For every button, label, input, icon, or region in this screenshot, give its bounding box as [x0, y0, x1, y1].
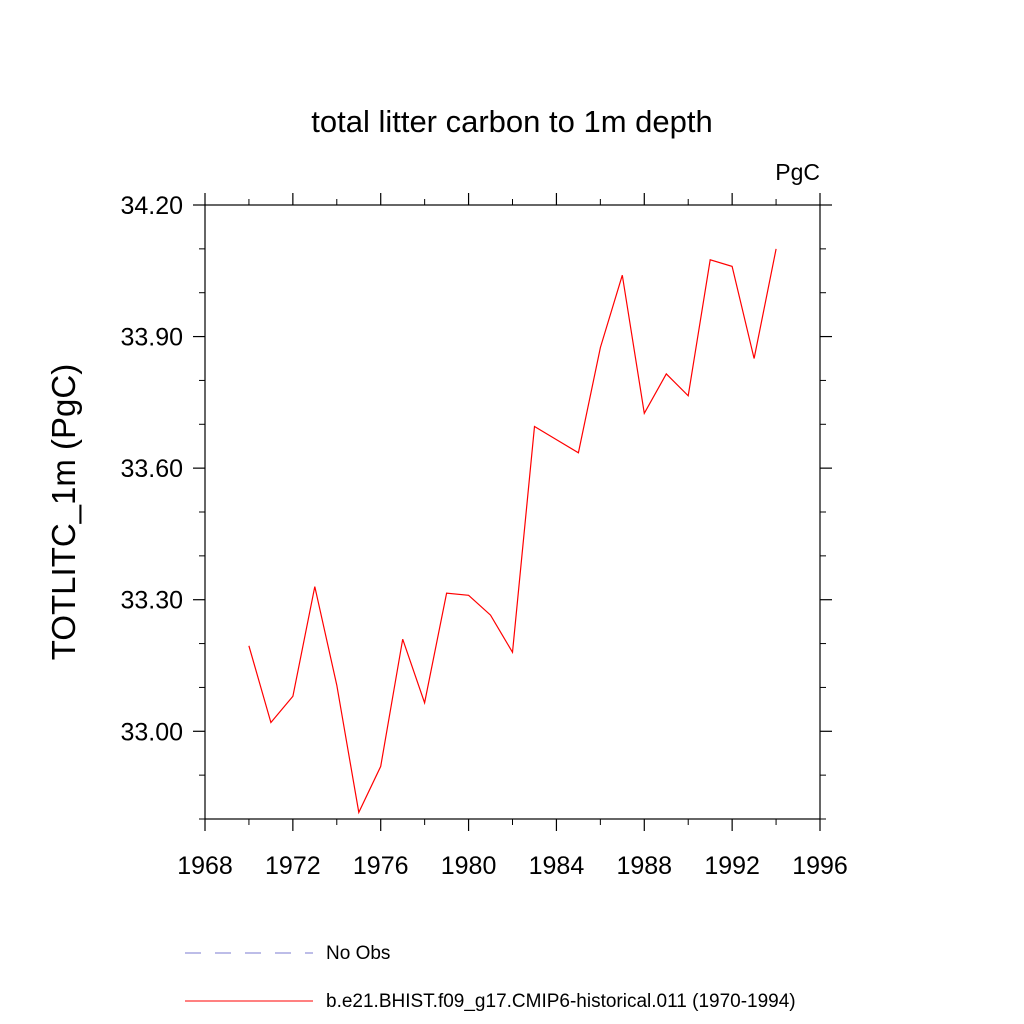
x-tick-label: 1988	[616, 852, 672, 880]
x-tick-label: 1984	[529, 852, 585, 880]
x-tick-label: 1972	[265, 852, 321, 880]
y-tick-label: 34.20	[120, 192, 183, 220]
x-tick-label: 1976	[353, 852, 409, 880]
x-tick-label: 1968	[177, 852, 233, 880]
x-tick-label: 1996	[792, 852, 848, 880]
units-label: PgC	[775, 159, 820, 185]
x-tick-label: 1992	[704, 852, 760, 880]
chart-title: total litter carbon to 1m depth	[311, 104, 713, 139]
series-line-historical	[248, 248, 777, 815]
x-axis: 1968 1972 1976 1980 1984 1988 1992 1996	[177, 193, 848, 880]
y-tick-label: 33.00	[120, 718, 183, 746]
y-axis: 33.00 33.30 33.60 33.90 34.20	[120, 192, 832, 820]
y-tick-label: 33.30	[120, 587, 183, 615]
plot-frame	[204, 204, 821, 820]
legend-label-no-obs: No Obs	[326, 943, 390, 964]
x-tick-label: 1980	[441, 852, 497, 880]
y-tick-label: 33.90	[120, 324, 183, 352]
series-layer	[248, 248, 777, 815]
plot-area	[204, 204, 821, 820]
legend: No Obs b.e21.BHIST.f09_g17.CMIP6-histori…	[185, 943, 796, 1012]
legend-label-historical: b.e21.BHIST.f09_g17.CMIP6-historical.011…	[326, 991, 796, 1012]
y-axis-label: TOTLITC_1m (PgC)	[45, 364, 82, 660]
y-tick-label: 33.60	[120, 455, 183, 483]
